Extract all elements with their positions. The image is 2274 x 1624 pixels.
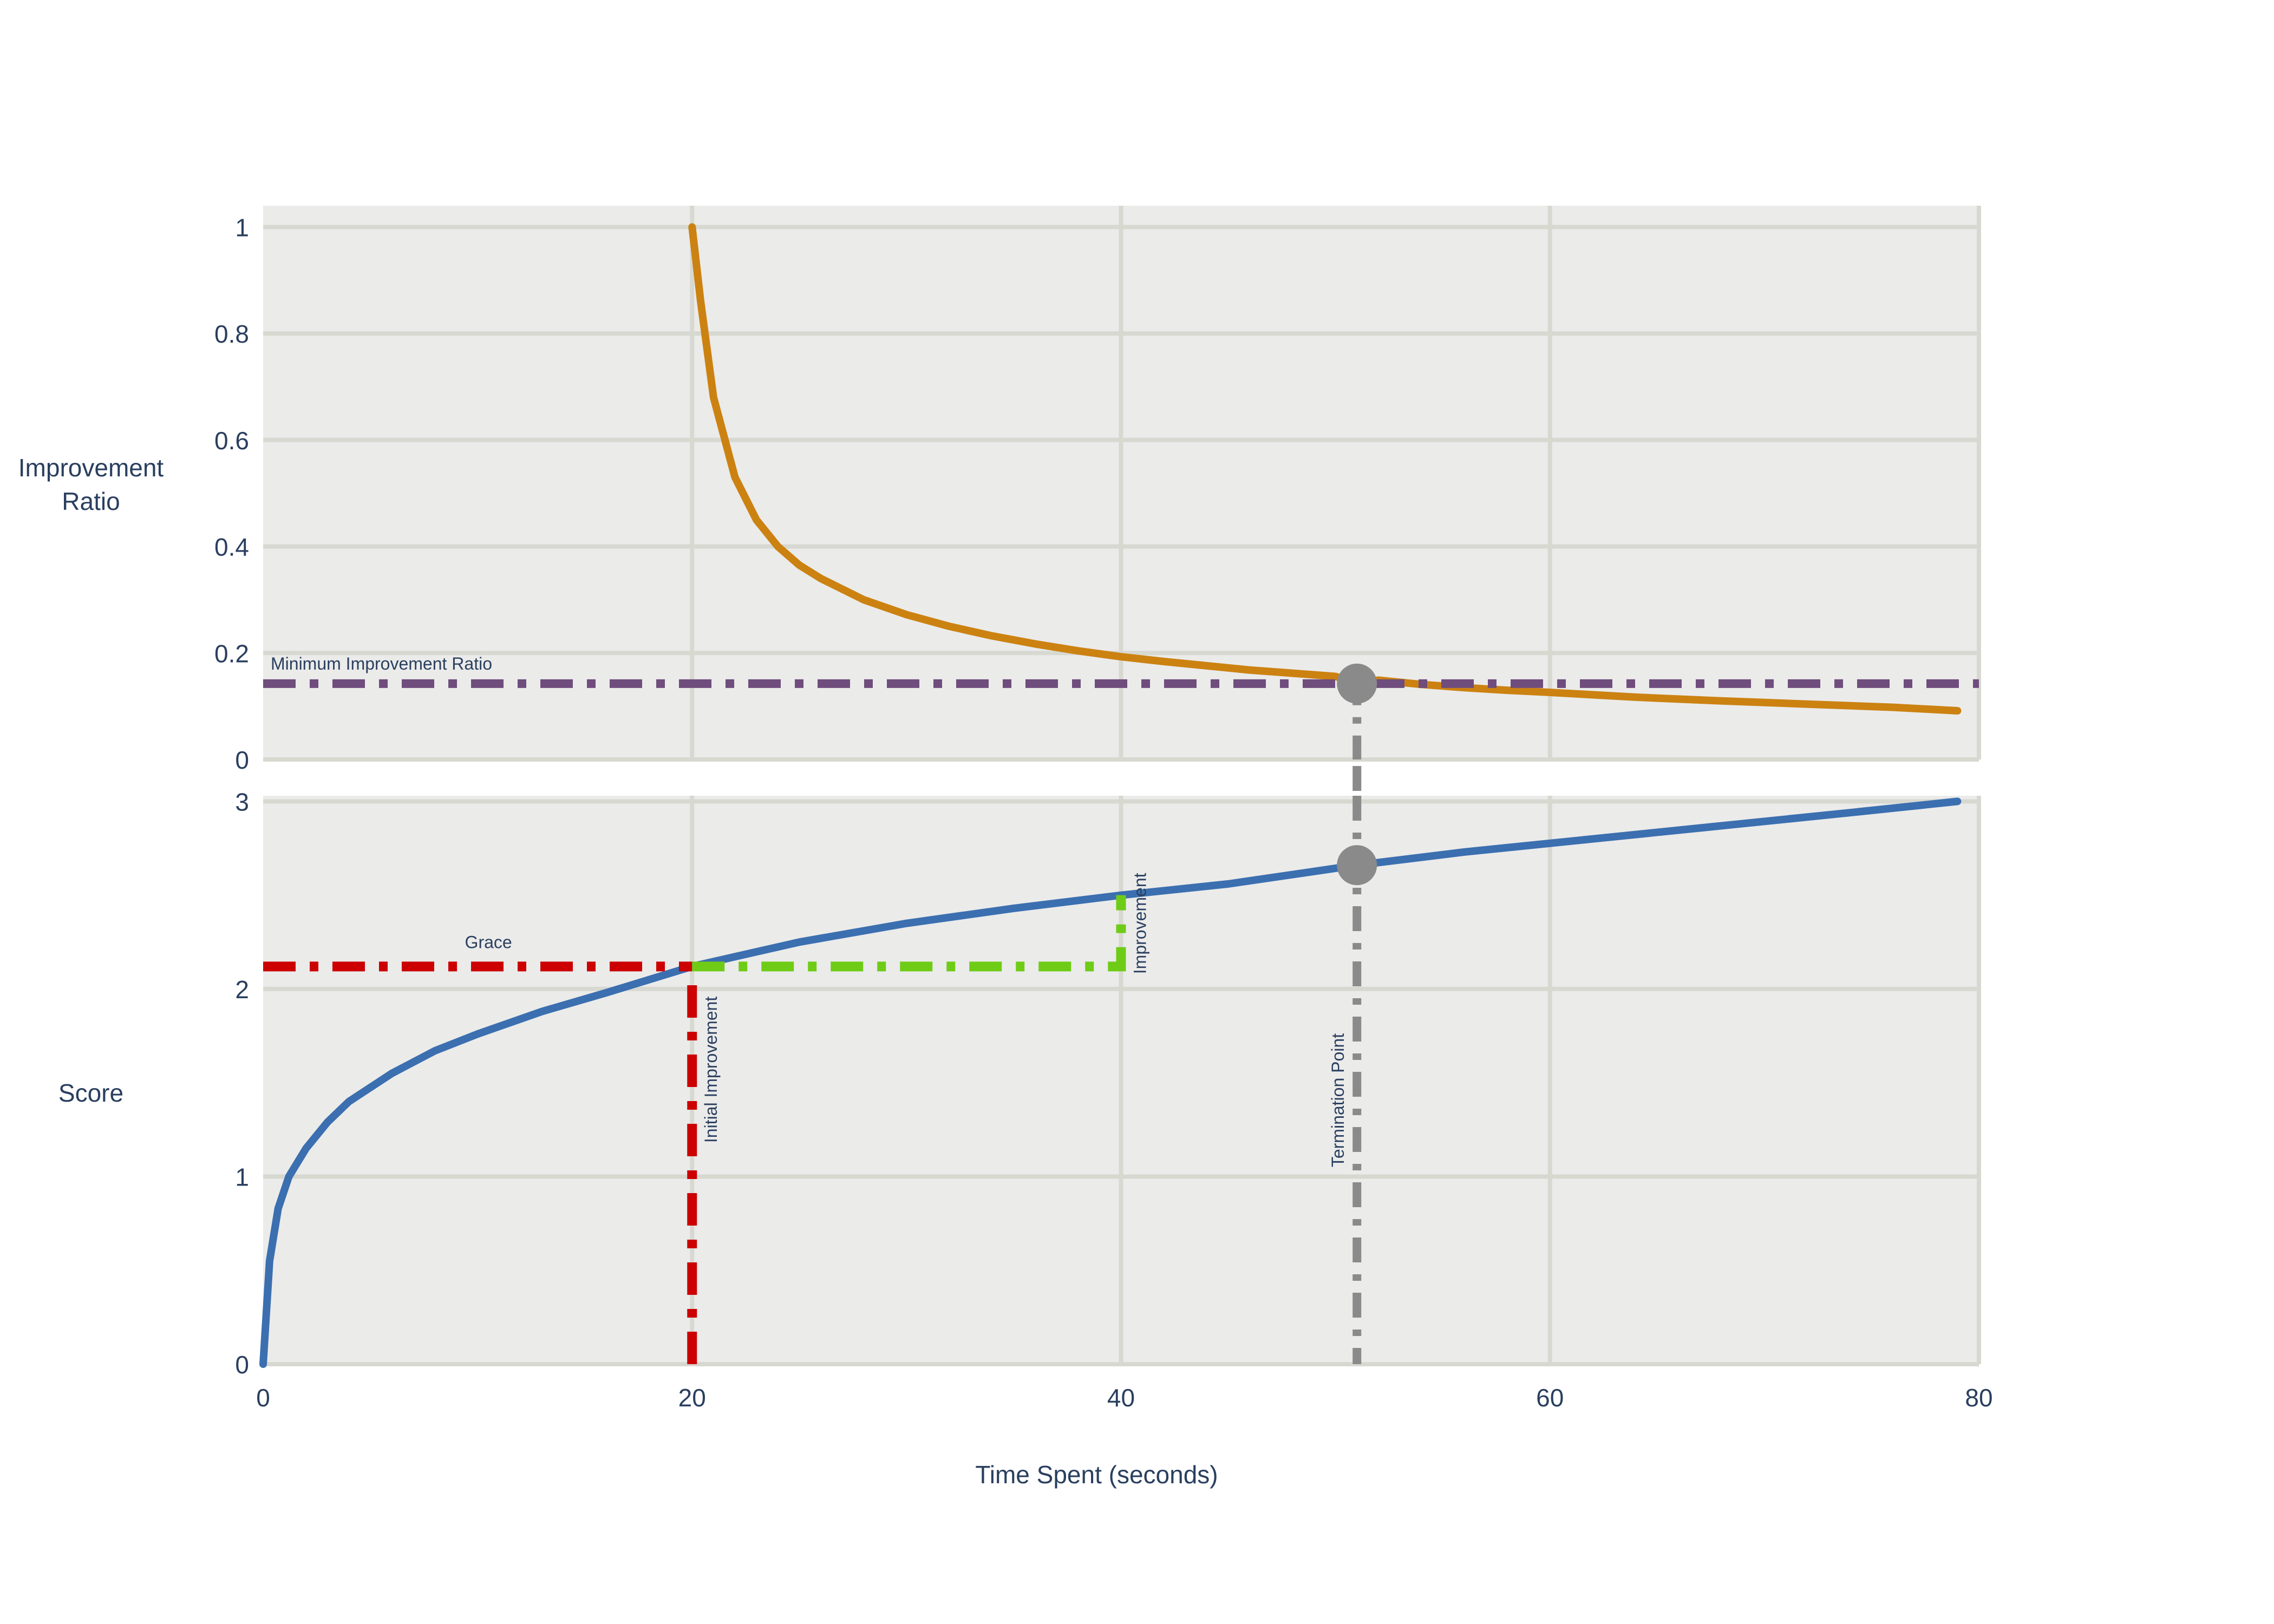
termination-marker-top — [1337, 663, 1377, 704]
y-axis-title-top: Improvement — [18, 454, 164, 482]
score-curve — [259, 797, 1962, 1368]
y-tick-label-bottom: 2 — [235, 975, 249, 1004]
x-tick-label: 0 — [256, 1384, 270, 1412]
y-axis-title-top-line2: Ratio — [62, 487, 120, 515]
improvement-label: Improvement — [1131, 873, 1150, 974]
y-tick-label-bottom: 3 — [235, 788, 249, 816]
minimum-improvement-ratio-label: Minimum Improvement Ratio — [271, 654, 492, 673]
grace-label: Grace — [465, 932, 512, 952]
termination-marker-bottom — [1337, 845, 1377, 886]
y-tick-label-top: 0.4 — [214, 533, 249, 561]
improvement-line — [692, 895, 1126, 972]
initial-improvement-label: Initial Improvement — [701, 997, 721, 1143]
y-tick-label-top: 0.8 — [214, 320, 249, 348]
y-tick-label-bottom: 0 — [235, 1351, 249, 1379]
x-axis-title: Time Spent (seconds) — [975, 1461, 1218, 1489]
x-tick-label: 40 — [1107, 1384, 1135, 1412]
termination-point-label: Termination Point — [1328, 1033, 1348, 1167]
y-axis-title-bottom: Score — [58, 1079, 123, 1107]
y-tick-label-top: 1 — [235, 213, 249, 241]
x-tick-label: 80 — [1965, 1384, 1992, 1412]
improvement-ratio-curve — [688, 223, 1962, 715]
y-tick-label-bottom: 1 — [235, 1163, 249, 1191]
y-tick-label-top: 0.6 — [214, 427, 249, 455]
x-tick-label: 20 — [678, 1384, 706, 1412]
y-tick-label-top: 0.2 — [214, 639, 249, 667]
x-tick-label: 60 — [1536, 1384, 1564, 1412]
y-tick-label-top: 0 — [235, 746, 249, 774]
